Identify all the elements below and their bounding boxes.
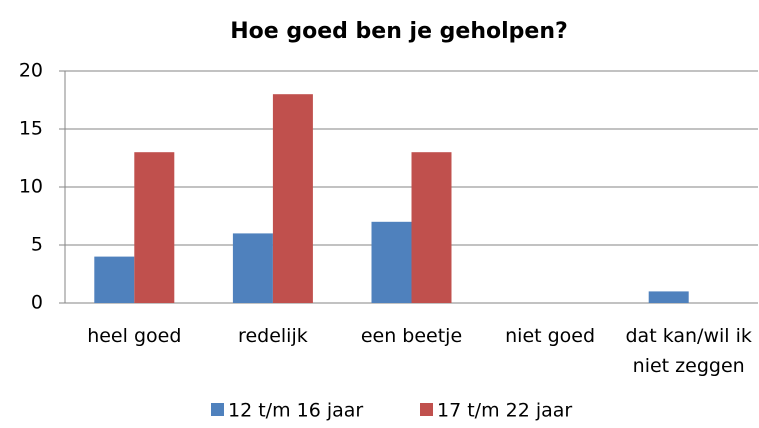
chart-title: Hoe goed ben je geholpen? (230, 19, 568, 44)
y-tick-label: 5 (31, 234, 43, 256)
legend-label: 17 t/m 22 jaar (437, 400, 572, 422)
x-tick-label-box: dat kan/wil ik niet zeggen (625, 325, 752, 377)
legend-swatch (420, 403, 433, 416)
bar (134, 152, 175, 303)
x-tick-label-box: redelijk (238, 325, 308, 347)
bar (371, 221, 412, 303)
bar (272, 94, 313, 303)
bar (94, 256, 135, 303)
y-tick-label: 20 (19, 60, 43, 82)
bar (648, 291, 689, 303)
legend-label: 12 t/m 16 jaar (228, 400, 363, 422)
y-tick-label: 0 (31, 292, 43, 314)
x-tick-label: heel goed (87, 325, 182, 347)
x-tick-label: dat kan/wil ik niet zeggen (625, 325, 752, 377)
bar (232, 233, 273, 303)
x-tick-label-box: een beetje (360, 325, 463, 347)
bar (411, 152, 452, 303)
x-tick-label: niet goed (505, 325, 596, 347)
x-tick-label-box: niet goed (505, 325, 596, 347)
x-tick-label-box: heel goed (87, 325, 182, 347)
legend-swatch (211, 403, 224, 416)
x-tick-label: redelijk (238, 325, 308, 347)
y-tick-label: 10 (19, 176, 43, 198)
x-tick-label: een beetje (360, 325, 463, 347)
y-tick-label: 15 (19, 118, 43, 140)
